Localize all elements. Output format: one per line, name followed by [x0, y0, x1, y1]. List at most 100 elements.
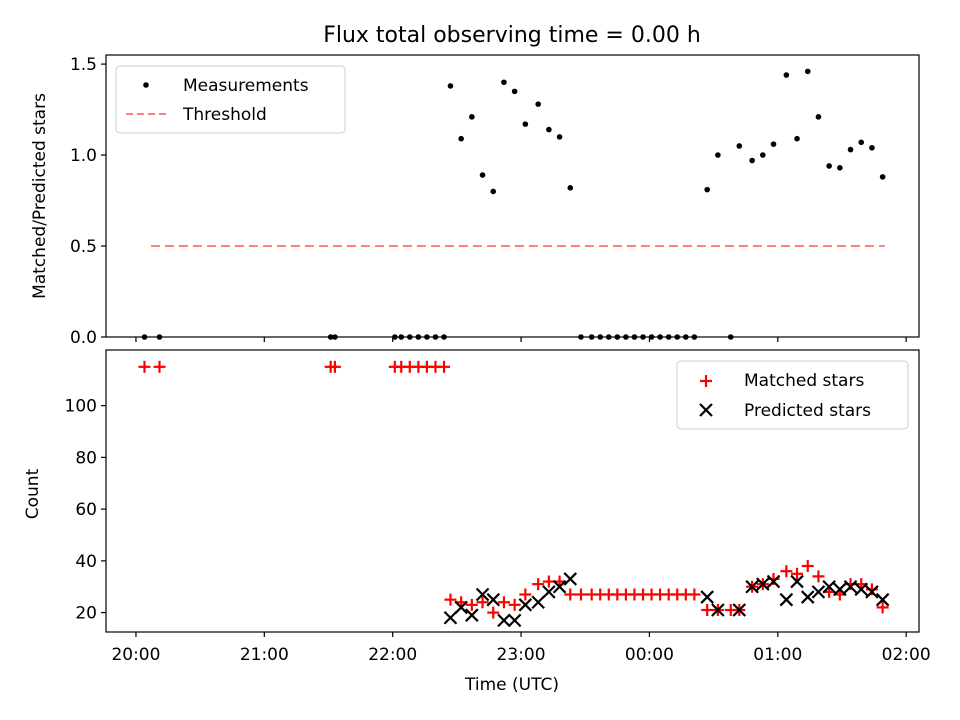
measurements-point [415, 334, 422, 340]
matched-stars-point [153, 360, 166, 373]
legend-predicted-marker [699, 403, 713, 417]
matched-stars-point [138, 360, 151, 373]
count-x-axis: 20:00 21:00 22:00 23:00 00:00 01:00 02:00 [111, 632, 931, 665]
x-tick-label: 23:00 [497, 645, 546, 665]
measurements-point [567, 185, 574, 191]
y-tick-label: 1.0 [70, 146, 97, 166]
measurements-point [674, 334, 681, 340]
matched-stars-point [465, 598, 478, 611]
count-legend-box [676, 360, 909, 430]
count-x-axis-label: Time (UTC) [464, 675, 559, 695]
y-tick-label: 0.5 [70, 237, 97, 257]
x-tick-label: 00:00 [625, 645, 674, 665]
predicted-stars-point [711, 603, 725, 617]
predicted-stars-point [497, 613, 511, 628]
predicted-stars-point [875, 592, 890, 607]
legend-matched-label: Matched stars [744, 371, 864, 391]
count-y-axis-label: Count [23, 468, 43, 519]
measurements-point [490, 188, 497, 195]
predicted-stars-point [486, 592, 501, 607]
measurements-point [597, 334, 604, 340]
y-tick-label: 80 [75, 448, 97, 468]
predicted-stars-point [552, 579, 567, 594]
measurements-point [458, 135, 464, 142]
x-tick-label: 20:00 [111, 645, 160, 665]
legend-matched-marker [700, 375, 712, 387]
measurements-point [794, 135, 800, 142]
measurements-point [648, 334, 655, 340]
predicted-stars-point [475, 587, 490, 602]
measurements-point [522, 121, 529, 127]
y-tick-label: 1.5 [70, 55, 97, 75]
figure-title: Flux total observing time = 0.00 h [323, 23, 701, 48]
count-legend: Matched stars Predicted stars [676, 360, 909, 430]
predicted-stars-point [843, 579, 858, 594]
measurements-point [704, 186, 710, 193]
measurements-point [556, 134, 563, 140]
measurements-point [869, 144, 875, 151]
x-tick-label: 02:00 [882, 645, 931, 665]
predicted-stars-point [790, 574, 804, 589]
count-plot-data [138, 360, 890, 628]
measurements-point [760, 152, 766, 158]
measurements-point [657, 334, 663, 340]
matched-stars-point [688, 588, 701, 601]
measurements-point [815, 114, 822, 120]
predicted-stars-point [854, 582, 869, 597]
predicted-stars-point [822, 579, 836, 594]
predicted-stars-point [507, 613, 522, 628]
measurements-point [398, 334, 405, 340]
measurements-point [535, 101, 541, 107]
matched-stars-point [532, 578, 545, 591]
predicted-stars-point [563, 572, 578, 586]
predicted-stars-point [700, 590, 714, 604]
measurements-point [156, 334, 163, 340]
predicted-stars-point [465, 608, 479, 622]
predicted-stars-point [865, 585, 879, 599]
ratio-panel: 0.0 0.5 1.0 1.5 Matched/Predicted stars Mea… [30, 54, 920, 348]
measurements-point [447, 83, 454, 89]
matched-stars-point [564, 588, 577, 601]
predicted-stars-point [518, 598, 533, 612]
predicted-stars-point [833, 582, 847, 597]
y-tick-label: 100 [65, 397, 97, 417]
measurements-point [327, 334, 334, 340]
legend-measurements-marker [143, 82, 149, 88]
measurements-point [511, 88, 518, 95]
matched-stars-point [497, 596, 510, 609]
legend-threshold-label: Threshold [182, 105, 267, 125]
y-tick-label: 20 [75, 604, 97, 624]
matched-stars-point [476, 596, 489, 609]
legend-predicted-label: Predicted stars [744, 401, 871, 421]
measurements-point [783, 72, 790, 78]
measurements-point [424, 334, 430, 340]
measurements-point [682, 334, 689, 340]
ratio-x-axis [135, 337, 907, 342]
y-tick-label: 40 [75, 552, 97, 572]
ratio-legend: Measurements Threshold [115, 65, 346, 134]
predicted-stars-point [454, 600, 468, 615]
measurements-point [432, 334, 439, 340]
ratio-y-axis-label: Matched/Predicted stars [30, 93, 50, 299]
matched-stars-point [801, 560, 814, 573]
matched-stars-point [780, 565, 793, 578]
count-plot-frame [105, 349, 920, 633]
measurements-point [727, 334, 734, 340]
measurements-point [631, 334, 638, 340]
matched-stars-point [519, 588, 532, 601]
measurements-point [441, 334, 447, 340]
measurements-point [736, 143, 743, 149]
measurements-point [858, 139, 865, 146]
predicted-stars-point [542, 585, 556, 599]
matched-stars-point [574, 588, 587, 601]
predicted-stars-point [443, 610, 458, 625]
x-tick-label: 01:00 [753, 645, 802, 665]
measurements-point [879, 174, 886, 180]
measurements-point [141, 334, 148, 340]
y-tick-label: 60 [75, 500, 97, 520]
predicted-stars-point [800, 590, 815, 604]
measurements-point [640, 334, 646, 340]
measurements-point [407, 334, 413, 340]
matched-stars-point [438, 360, 451, 373]
